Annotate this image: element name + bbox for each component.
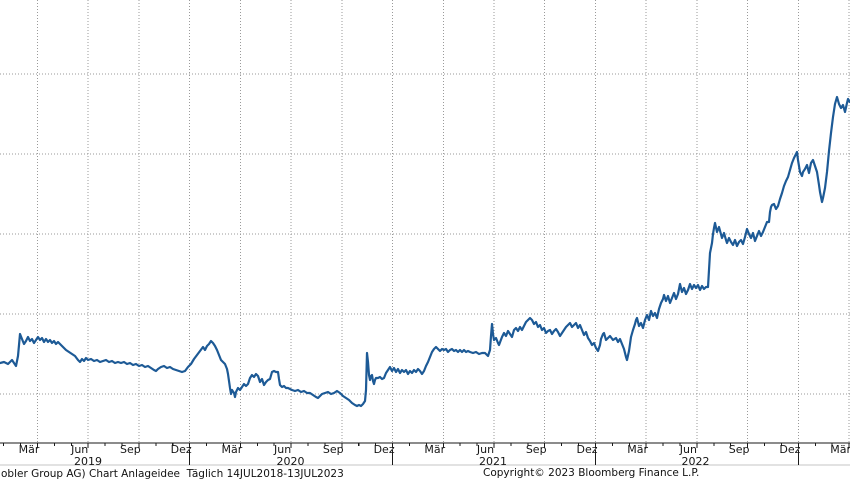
x-axis-quarter-label: Sep [525,443,547,456]
x-axis-quarter-label: Jun [476,443,495,456]
x-axis-quarter-label: Jun [274,443,292,456]
x-axis-quarter-label: Mär [627,443,649,456]
x-axis-quarter-label: Sep [728,443,750,456]
x-axis-quarter-label: Dez [576,443,598,456]
x-axis-quarter-label: Jun [71,443,89,456]
x-axis-quarter-label: Mär [830,443,850,456]
x-axis-year-label: 2021 [479,455,507,468]
x-axis-year-label: 2022 [681,455,710,468]
price-series-line [0,95,850,408]
x-axis-year-label: 2020 [276,455,305,468]
x-axis-quarter-label: Dez [373,443,395,456]
copyright-label: Copyright© 2023 Bloomberg Finance L.P. [483,467,700,479]
x-axis-quarter-label: Dez [170,443,192,456]
x-axis-quarter-label: Mär [424,443,446,456]
x-axis-quarter-label: Sep [120,443,141,456]
x-axis-quarter-label: Jun [679,443,697,456]
x-axis-quarter-label: Sep [322,443,344,456]
x-axis-quarter-label: Mär [18,443,40,456]
x-axis-quarter-label: Mär [221,443,243,456]
chart-source-label: obler Group AG) Chart Anlageidee Täglich… [1,468,344,480]
x-axis-year-label: 2019 [74,455,102,468]
x-axis-quarter-label: Dez [779,443,801,456]
